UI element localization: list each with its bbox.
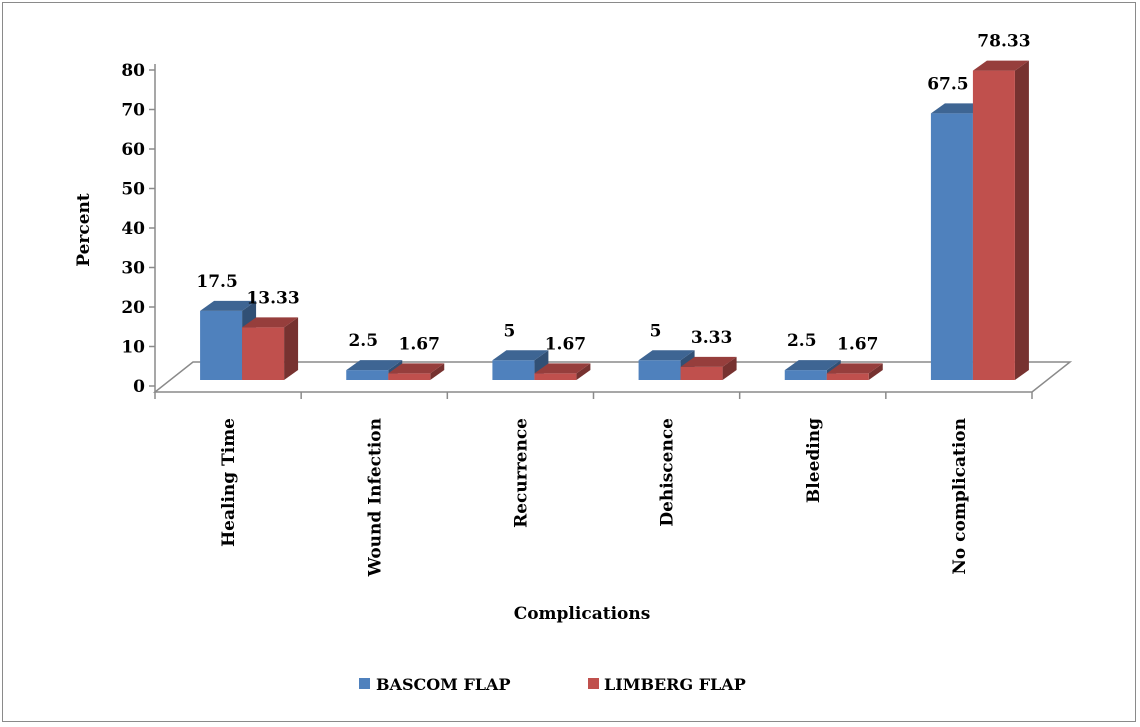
bar-limberg-wound-infection: [388, 363, 445, 380]
bar-side: [868, 363, 883, 380]
bar-front: [534, 373, 577, 380]
data-label: 78.33: [977, 32, 1030, 52]
legend-item-limberg: LIMBERG FLAP: [588, 675, 746, 694]
bar-side: [722, 356, 737, 380]
y-tick-label: 10: [121, 338, 145, 358]
bar-front: [492, 360, 535, 380]
data-label: 67.5: [927, 74, 968, 94]
data-label: 5: [503, 321, 515, 341]
bar-top: [242, 317, 299, 328]
bar-top: [492, 350, 549, 361]
bar-limberg-bleeding: [826, 363, 883, 380]
y-tick-label: 20: [121, 298, 145, 318]
y-tick-label: 30: [121, 259, 145, 279]
bar-top: [638, 350, 695, 361]
bar-limberg-recurrence: [534, 363, 591, 380]
bar-front: [242, 327, 285, 380]
data-labels: 17.5 13.33 2.5 1.67 5 1.67 5 3.33 2.5 1.67 67.5 78.…: [196, 32, 1030, 355]
legend-label: LIMBERG FLAP: [604, 675, 746, 694]
bar-side: [576, 363, 591, 380]
bar-top: [534, 363, 591, 374]
legend-label: BASCOM FLAP: [376, 675, 511, 694]
bar-front: [346, 370, 389, 380]
bar-front: [784, 370, 827, 380]
category-label: Wound Infection: [365, 418, 385, 577]
category-label: Recurrence: [511, 418, 531, 528]
bar-limberg-dehiscence: [680, 356, 737, 380]
bar-top: [346, 360, 403, 371]
data-label: 1.67: [545, 334, 586, 354]
data-label: 17.5: [196, 272, 237, 292]
y-tick-label: 50: [121, 180, 145, 200]
data-label: 5: [650, 321, 662, 341]
data-label: 2.5: [348, 331, 378, 351]
bar-top: [972, 60, 1029, 71]
data-label: 2.5: [787, 331, 817, 351]
category-label: Healing Time: [219, 418, 239, 547]
legend-item-bascom: BASCOM FLAP: [359, 675, 511, 694]
bar-front: [638, 360, 681, 380]
y-tick-label: 80: [121, 61, 145, 81]
category-label: No complication: [950, 418, 970, 575]
bar-front: [930, 113, 973, 380]
bar-front: [826, 373, 869, 380]
bar-front: [200, 310, 243, 380]
y-tick-label: 70: [121, 101, 145, 121]
legend: BASCOM FLAP LIMBERG FLAP: [359, 675, 746, 694]
data-label: 1.67: [837, 334, 878, 354]
bar-front: [680, 366, 723, 380]
y-axis-title: Percent: [74, 193, 94, 267]
bar-side: [430, 363, 445, 380]
bars: [200, 60, 1029, 381]
bar-front: [972, 70, 1015, 380]
category-label: Dehiscence: [658, 418, 678, 527]
data-label: 3.33: [691, 328, 732, 348]
bar-side: [284, 317, 299, 380]
category-label: Bleeding: [804, 418, 824, 503]
bar-top: [388, 363, 445, 374]
legend-swatch: [588, 678, 599, 689]
bar-top: [826, 363, 883, 374]
bar-top: [784, 360, 841, 371]
bar-side: [1014, 60, 1029, 381]
legend-swatch: [359, 678, 370, 689]
data-label: 13.33: [246, 288, 299, 308]
y-tick-label: 60: [121, 140, 145, 160]
bar-top: [200, 300, 257, 311]
y-axis: 0 10 20 30 40 50 60 70 80: [121, 61, 1033, 399]
bar-top: [680, 356, 737, 367]
bar-bascom-recurrence: [492, 350, 549, 380]
bar-limberg-healing-time: [242, 317, 299, 380]
bar-limberg-no-complication: [972, 60, 1029, 381]
x-axis-title: Complications: [514, 604, 651, 624]
category-labels: Healing Time Wound Infection Recurrence Deh…: [219, 418, 970, 578]
data-label: 1.67: [399, 334, 440, 354]
bar-front: [388, 373, 431, 380]
y-tick-label: 0: [133, 377, 145, 397]
y-tick-label: 40: [121, 219, 145, 239]
